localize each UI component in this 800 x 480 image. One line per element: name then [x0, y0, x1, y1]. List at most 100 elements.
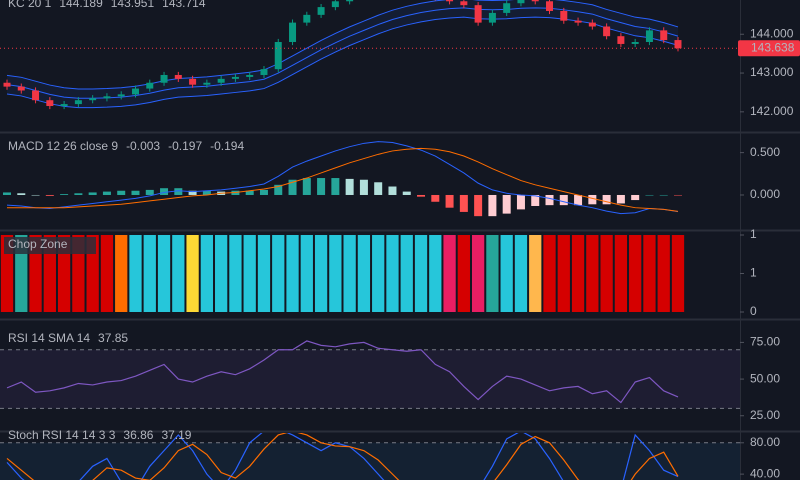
last-price-box [738, 40, 800, 57]
candle-body [246, 74, 254, 77]
histogram-bar [131, 190, 140, 195]
chop-bar [43, 235, 56, 312]
legend-value: 37.85 [98, 331, 128, 345]
chop-bar [357, 235, 371, 312]
candle-body [474, 5, 482, 23]
candle-body [46, 100, 54, 107]
candle-body [331, 1, 339, 8]
histogram-bar [60, 194, 69, 195]
histogram-bar [331, 178, 340, 195]
candle-body [103, 96, 111, 99]
chop-bar [600, 235, 613, 312]
histogram-bar [174, 188, 183, 195]
legend-title: MACD 12 26 close 9 [8, 139, 118, 153]
candle-body [203, 82, 211, 85]
legend-value: 36.86 [123, 428, 153, 442]
histogram-bar [574, 194, 583, 206]
candle-body [131, 88, 139, 95]
y-tick-label: 40.00 [750, 466, 780, 480]
chop-bar [671, 235, 685, 312]
y-tick-label: 50.00 [750, 371, 780, 385]
chop-bar [586, 235, 599, 312]
chop-bar [629, 235, 642, 312]
candle-body [160, 74, 168, 83]
chop-bar [643, 235, 656, 312]
candle-body [503, 3, 511, 13]
candle-body [531, 0, 539, 2]
chop-bar [100, 235, 114, 312]
level-band [0, 349, 740, 409]
candle-body [231, 76, 239, 79]
chop-bar [57, 235, 71, 312]
y-tick-label: 0.500 [750, 145, 780, 159]
histogram-bar [274, 184, 283, 195]
histogram-bar [45, 194, 54, 196]
candle-body [546, 1, 554, 11]
histogram-bar [259, 189, 268, 195]
histogram-bar [188, 190, 197, 195]
y-tick-label: 75.00 [750, 335, 780, 349]
histogram-bar [317, 178, 326, 195]
histogram-bar [488, 194, 497, 217]
histogram-bar [31, 194, 40, 196]
histogram-bar [588, 194, 597, 205]
histogram-bar [3, 192, 11, 195]
chop-bar [257, 235, 271, 312]
y-tick-label: 25.00 [750, 408, 780, 422]
histogram-bar [674, 194, 682, 196]
legend-value: 143.951 [111, 0, 155, 10]
histogram-bar [631, 194, 640, 201]
chop-bar [657, 235, 670, 312]
histogram-bar [345, 178, 354, 195]
candle-body [560, 10, 568, 21]
histogram-bar [202, 190, 211, 195]
candle-body [117, 94, 125, 97]
legend-title: Stoch RSI 14 14 3 3 [8, 428, 116, 442]
pane [0, 340, 740, 409]
candle-body [17, 86, 25, 91]
candle-body [317, 7, 325, 15]
chop-bar [229, 235, 242, 312]
candle-body [446, 0, 454, 2]
candle-body [631, 42, 639, 44]
chop-bar [15, 235, 28, 312]
chop-bar [372, 235, 385, 312]
chop-bar [457, 235, 470, 312]
chop-bar [115, 235, 128, 312]
candle-body [3, 82, 11, 87]
pane [0, 433, 740, 480]
histogram-bar [102, 191, 111, 195]
chop-bar [314, 235, 328, 312]
candle-body [617, 36, 625, 44]
chop-bar [129, 235, 142, 312]
candle-body [346, 0, 354, 2]
candle-body [60, 104, 68, 107]
candle-body [603, 26, 611, 37]
chop-bar [172, 235, 185, 312]
legend-value: 143.714 [162, 0, 206, 10]
histogram-bar [374, 182, 383, 195]
chop-bar [557, 235, 570, 312]
level-band [0, 442, 740, 480]
chop-bar [414, 235, 428, 312]
chop-bar [471, 235, 485, 312]
histogram-bar [502, 194, 511, 214]
indicator-line [6, 433, 679, 480]
histogram-bar [417, 194, 426, 197]
pane [3, 0, 682, 110]
macd-line [6, 141, 679, 215]
candle-body [488, 12, 496, 23]
candle-body [189, 78, 197, 85]
pane [3, 141, 682, 217]
candle-body [174, 74, 182, 79]
candle-body [660, 30, 668, 41]
indicator-line [6, 340, 679, 404]
chop-bar [329, 235, 342, 312]
chop-bar [343, 235, 356, 312]
histogram-bar [559, 194, 568, 206]
chop-bar [514, 235, 528, 312]
chop-bar [400, 235, 413, 312]
chop-bar [200, 235, 214, 312]
